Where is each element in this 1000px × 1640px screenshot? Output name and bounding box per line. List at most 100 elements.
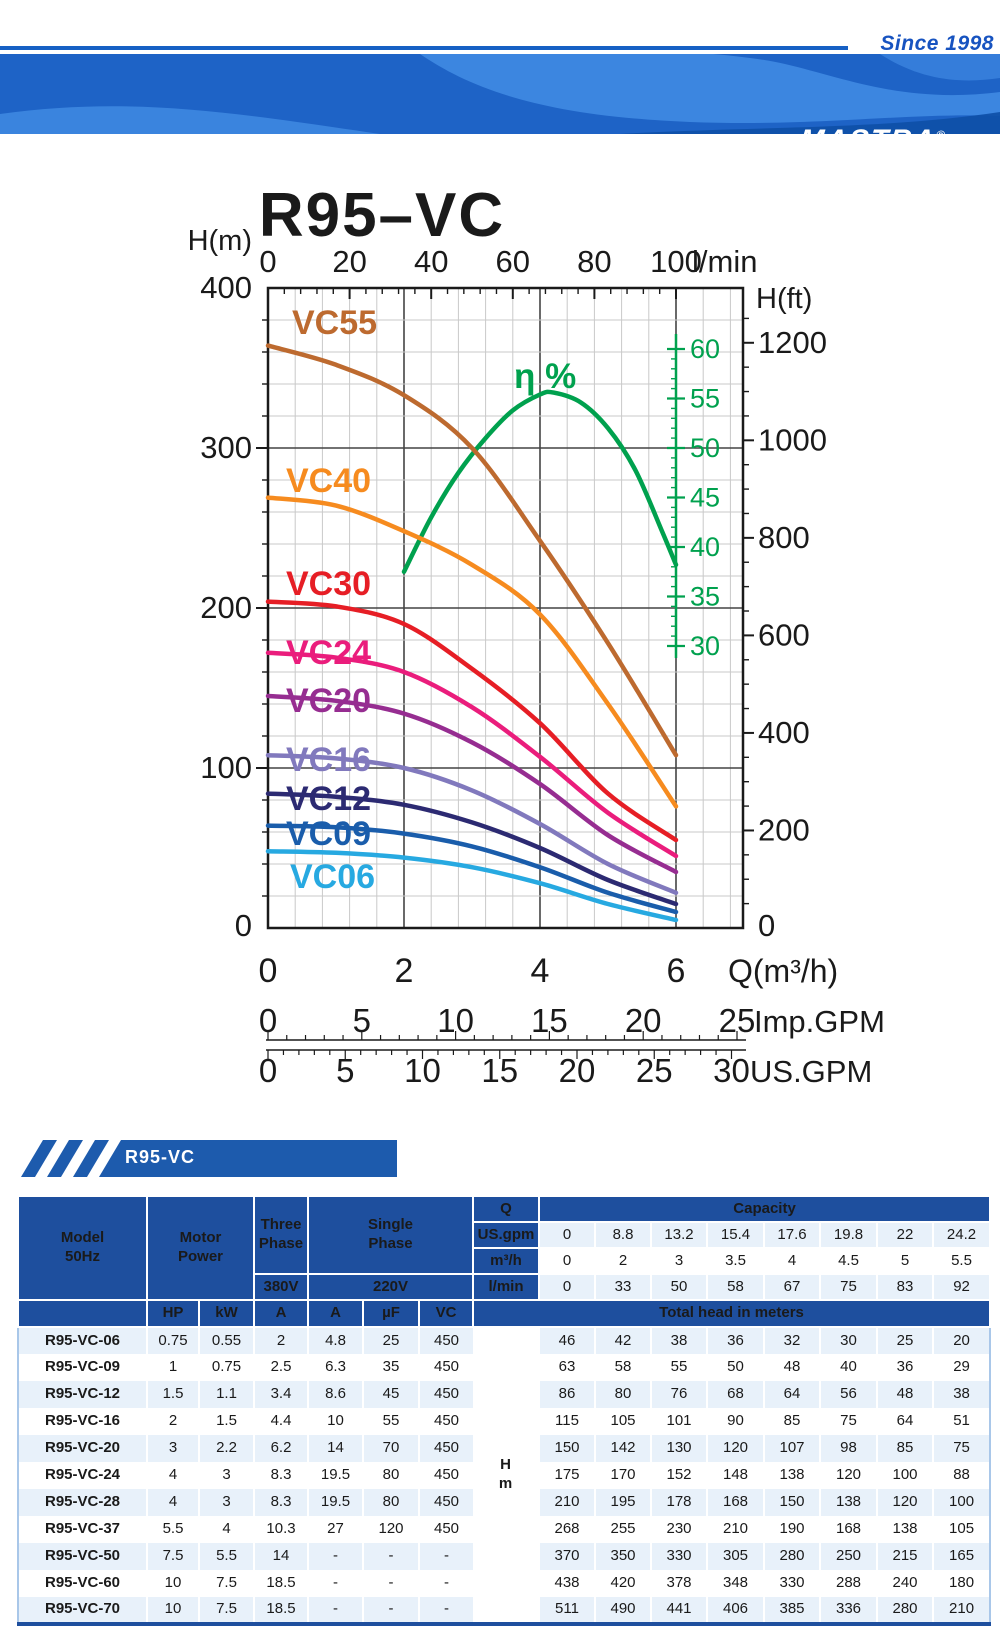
head-cell: 36 xyxy=(706,1327,765,1354)
curve-VC12 xyxy=(265,791,679,907)
head-cell: 370 xyxy=(538,1543,596,1570)
capacity-value: 5.5 xyxy=(932,1247,992,1275)
capacity-value: 4 xyxy=(763,1247,822,1275)
capacity-unit-label: m³/h xyxy=(472,1247,541,1275)
axis-efficiency: 60 55 50 45 40 35 30 η % xyxy=(514,334,720,661)
table-row: R95-VC-60 10 7.5 18.5- - -438 420 378 348 330 288 2… xyxy=(18,1570,991,1597)
head-cell: 63 xyxy=(538,1354,596,1381)
header-rule xyxy=(0,46,848,50)
spec-cell: 8.6 xyxy=(307,1381,364,1408)
col-header-model: Model 50Hz xyxy=(17,1195,148,1301)
col-header-single-phase: Single Phase xyxy=(307,1195,475,1275)
spec-cell: 10.3 xyxy=(253,1516,309,1543)
head-cell: 107 xyxy=(763,1435,821,1462)
svg-text:50: 50 xyxy=(690,433,720,463)
curve-VC09 xyxy=(265,823,679,915)
spec-cell: 45 xyxy=(362,1381,420,1408)
head-cell: 178 xyxy=(650,1489,708,1516)
svg-text:400: 400 xyxy=(758,715,810,750)
head-cell: 511 xyxy=(538,1597,596,1624)
head-cell: 255 xyxy=(594,1516,652,1543)
capacity-unit-label: l/min xyxy=(472,1273,541,1301)
banner-stripe xyxy=(73,1140,109,1177)
spec-cell: 5.5 xyxy=(146,1516,199,1543)
head-cell: 42 xyxy=(594,1327,652,1354)
spec-cell: 55 xyxy=(362,1408,420,1435)
head-cell: 85 xyxy=(763,1408,821,1435)
head-cell: 46 xyxy=(538,1327,596,1354)
head-cell: 58 xyxy=(594,1354,652,1381)
head-cell: 38 xyxy=(650,1327,708,1354)
spec-cell: - xyxy=(362,1543,420,1570)
spec-cell: - xyxy=(307,1597,364,1624)
spec-cell: 450 xyxy=(418,1354,474,1381)
svg-text:100: 100 xyxy=(200,750,252,785)
head-cell: 29 xyxy=(932,1354,991,1381)
col-header-motor-power: Motor Power xyxy=(145,1195,256,1301)
capacity-unit-label: US.gpm xyxy=(472,1221,541,1249)
head-cell: 105 xyxy=(594,1408,652,1435)
head-cell: 490 xyxy=(594,1597,652,1624)
head-cell: 48 xyxy=(763,1354,821,1381)
model-cell: R95-VC-09 xyxy=(18,1354,147,1381)
head-cell: 51 xyxy=(932,1408,991,1435)
spec-cell: - xyxy=(418,1597,474,1624)
spec-cell: 27 xyxy=(307,1516,364,1543)
head-cell: 348 xyxy=(706,1570,765,1597)
spec-cell: 450 xyxy=(418,1516,474,1543)
head-cell: 138 xyxy=(819,1489,878,1516)
spec-cell: - xyxy=(307,1570,364,1597)
table-row: R95-VC-28 4 3 8.3 19.5 80 450 210 195 178 168 150 13… xyxy=(18,1489,991,1516)
spec-cell: 450 xyxy=(418,1489,474,1516)
spec-cell: 4 xyxy=(146,1462,199,1489)
head-cell: 40 xyxy=(819,1354,878,1381)
spec-cell: 3.4 xyxy=(253,1381,309,1408)
table-row: R95-VC-12 1.5 1.1 3.4 8.6 45 450 86 80 76 68 64 56 48… xyxy=(18,1381,991,1408)
spec-cell: 450 xyxy=(418,1381,474,1408)
curve-VC30 xyxy=(265,599,679,843)
spec-cell: 8.3 xyxy=(253,1462,309,1489)
spec-cell: 6.2 xyxy=(253,1435,309,1462)
svg-text:40: 40 xyxy=(690,532,720,562)
spec-cell: - xyxy=(307,1543,364,1570)
svg-text:80: 80 xyxy=(577,244,611,279)
capacity-value: 22 xyxy=(876,1221,935,1249)
head-cell: 150 xyxy=(763,1489,821,1516)
svg-text:0: 0 xyxy=(259,1052,277,1089)
head-cell: 120 xyxy=(819,1462,878,1489)
units-row-spacer xyxy=(17,1299,148,1328)
curve-label-VC40: VC40 xyxy=(286,462,371,500)
head-cell: 168 xyxy=(819,1516,878,1543)
spec-cell: 10 xyxy=(146,1597,199,1624)
spec-cell: 25 xyxy=(362,1327,420,1354)
table-row: US.gpm 0 8.8 13.2 15.4 17.6 19.8 22 24.2 xyxy=(18,1221,992,1249)
svg-text:100: 100 xyxy=(650,244,702,279)
spec-cell: 6.3 xyxy=(307,1354,364,1381)
head-cell: 120 xyxy=(706,1435,765,1462)
head-cell: 100 xyxy=(876,1462,934,1489)
model-cell: R95-VC-16 xyxy=(18,1408,147,1435)
spec-cell: - xyxy=(362,1597,420,1624)
head-cell: 420 xyxy=(594,1570,652,1597)
capacity-value: 50 xyxy=(650,1273,709,1301)
svg-text:20: 20 xyxy=(332,244,366,279)
head-cell: 88 xyxy=(932,1462,991,1489)
table-row: R95-VC-16 2 1.5 4.4 10 55 450 115 105 101 90 85 75 64… xyxy=(18,1408,991,1435)
table-row: Model 50Hz Motor Power Three Phase Single Phase… xyxy=(17,1195,992,1301)
unit-header: kW xyxy=(197,1299,256,1328)
head-cell: 36 xyxy=(876,1354,934,1381)
head-cell: 80 xyxy=(594,1381,652,1408)
curve-label-VC16: VC16 xyxy=(286,741,371,779)
spec-cell: 10 xyxy=(146,1570,199,1597)
svg-text:H(ft): H(ft) xyxy=(756,283,812,315)
voltage-three-phase: 380V xyxy=(253,1273,310,1301)
spec-cell: 120 xyxy=(362,1516,420,1543)
spec-cell: 3 xyxy=(197,1489,255,1516)
svg-text:60: 60 xyxy=(496,244,530,279)
capacity-value: 0 xyxy=(538,1247,597,1275)
spec-cell: - xyxy=(362,1570,420,1597)
spec-cell: 19.5 xyxy=(307,1462,364,1489)
head-cell: 230 xyxy=(650,1516,708,1543)
